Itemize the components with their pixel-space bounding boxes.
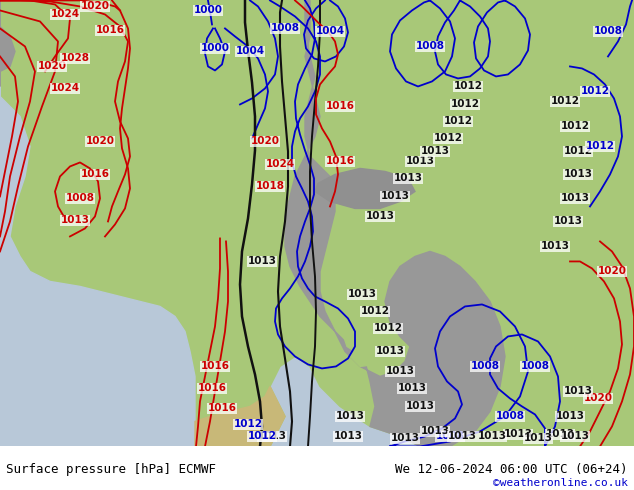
Text: 1016: 1016 (198, 384, 226, 393)
Text: 1012: 1012 (233, 419, 262, 429)
Text: 1008: 1008 (436, 431, 465, 441)
Polygon shape (315, 169, 415, 208)
Text: 1016: 1016 (325, 101, 354, 111)
Text: Surface pressure [hPa] ECMWF: Surface pressure [hPa] ECMWF (6, 463, 216, 476)
Text: ©weatheronline.co.uk: ©weatheronline.co.uk (493, 478, 628, 488)
Text: 1013: 1013 (385, 367, 415, 376)
Text: 1020: 1020 (583, 393, 612, 403)
Text: 1020: 1020 (86, 136, 115, 147)
Text: 1013: 1013 (541, 242, 569, 251)
Text: 1013: 1013 (375, 346, 404, 356)
Text: 1013: 1013 (564, 170, 593, 179)
Text: 1013: 1013 (406, 401, 434, 412)
Text: 1008: 1008 (496, 412, 524, 421)
Text: 1013: 1013 (448, 431, 477, 441)
Text: 1013: 1013 (560, 431, 590, 441)
Polygon shape (350, 346, 380, 367)
Text: 1020: 1020 (81, 1, 110, 11)
Text: We 12-06-2024 06:00 UTC (06+24): We 12-06-2024 06:00 UTC (06+24) (395, 463, 628, 476)
Text: 1012: 1012 (453, 81, 482, 92)
Polygon shape (195, 387, 285, 446)
Text: 1013: 1013 (420, 426, 450, 437)
Text: 1020: 1020 (250, 136, 280, 147)
Text: 1012: 1012 (560, 122, 590, 131)
Polygon shape (285, 0, 505, 446)
Text: 1012: 1012 (564, 147, 593, 156)
Text: 1013: 1013 (555, 412, 585, 421)
Text: 1013: 1013 (247, 256, 276, 267)
Text: 1008: 1008 (521, 362, 550, 371)
Text: 1016: 1016 (200, 362, 230, 371)
Polygon shape (342, 324, 360, 351)
Text: 1013: 1013 (503, 429, 533, 440)
Text: 1024: 1024 (51, 83, 79, 94)
Text: 1013: 1013 (347, 290, 377, 299)
Text: 1013: 1013 (335, 412, 365, 421)
Text: 1024: 1024 (266, 159, 295, 170)
Text: 1024: 1024 (51, 9, 79, 20)
Text: 1016: 1016 (96, 25, 124, 35)
Text: 1013: 1013 (380, 192, 410, 201)
Text: 1012: 1012 (361, 306, 389, 317)
Text: 1013: 1013 (420, 147, 450, 156)
Text: 1008: 1008 (470, 362, 500, 371)
Text: 1008: 1008 (593, 26, 623, 36)
Text: 1016: 1016 (207, 403, 236, 414)
Text: 1013: 1013 (477, 431, 507, 441)
Text: 1013: 1013 (545, 429, 574, 440)
Text: 1013: 1013 (560, 194, 590, 203)
Text: 1016: 1016 (81, 170, 110, 179)
Text: 1000: 1000 (193, 5, 223, 16)
Text: 1012: 1012 (550, 97, 579, 106)
Polygon shape (0, 0, 634, 446)
Text: 1008: 1008 (415, 42, 444, 51)
Text: 1012: 1012 (247, 431, 276, 441)
Polygon shape (0, 0, 15, 86)
Text: 1020: 1020 (597, 267, 626, 276)
Polygon shape (177, 95, 196, 142)
Polygon shape (0, 0, 195, 446)
Text: 1012: 1012 (373, 323, 403, 333)
Text: 1008: 1008 (65, 194, 94, 203)
Text: 1020: 1020 (37, 61, 67, 72)
Text: 1013: 1013 (365, 212, 394, 221)
Text: 1013: 1013 (333, 431, 363, 441)
Text: 1004: 1004 (235, 47, 264, 56)
Text: 1013: 1013 (406, 156, 434, 167)
Text: 1013: 1013 (524, 434, 552, 443)
Text: 1008: 1008 (271, 24, 299, 33)
Text: 1012: 1012 (444, 117, 472, 126)
Text: 1013: 1013 (60, 216, 89, 225)
Text: 1013: 1013 (553, 217, 583, 226)
Polygon shape (340, 292, 358, 326)
Text: 1012: 1012 (581, 86, 609, 97)
Text: 1012: 1012 (434, 133, 462, 144)
Text: 1013: 1013 (394, 173, 422, 183)
Text: 1013: 1013 (391, 434, 420, 443)
Text: 1018: 1018 (256, 181, 285, 192)
Text: 1004: 1004 (316, 26, 344, 36)
Text: 1013: 1013 (398, 384, 427, 393)
Text: 1013: 1013 (564, 387, 593, 396)
Text: 1000: 1000 (200, 44, 230, 53)
Text: 1012: 1012 (586, 142, 614, 151)
Text: 1028: 1028 (60, 53, 89, 63)
Text: 1013: 1013 (257, 431, 287, 441)
Text: 1016: 1016 (325, 156, 354, 167)
Polygon shape (188, 67, 225, 176)
Text: 1012: 1012 (451, 99, 479, 109)
